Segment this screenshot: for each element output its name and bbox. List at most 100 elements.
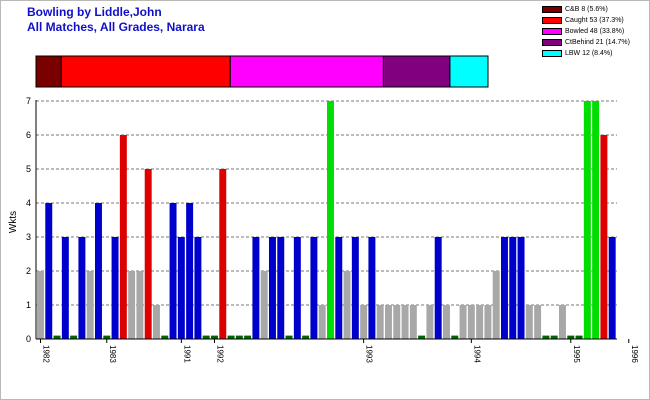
bar (211, 335, 218, 339)
breakdown-segment (60, 55, 231, 88)
bar (244, 335, 252, 339)
bar (592, 101, 600, 339)
bar (443, 305, 450, 339)
bar (484, 305, 492, 339)
axes (35, 100, 617, 340)
bar (37, 271, 44, 339)
bar (177, 237, 185, 339)
x-tick-label: 1992 (215, 345, 224, 363)
bar (111, 237, 119, 339)
bar (567, 335, 575, 339)
y-tick-label: 2 (26, 266, 31, 276)
bar (235, 335, 243, 339)
bar (194, 237, 202, 339)
bar (202, 335, 210, 339)
y-tick-label: 6 (26, 130, 31, 140)
bar (86, 271, 94, 339)
bar (476, 305, 484, 339)
legend-item-bowled: Bowled 48 (33.8%) (542, 26, 630, 36)
bar (103, 335, 111, 339)
bar (70, 335, 78, 339)
breakdown-segment (449, 55, 489, 88)
legend-item-caught: Caught 53 (37.3%) (542, 15, 630, 25)
bar (509, 237, 517, 339)
bar (517, 237, 525, 339)
legend-label-bowled: Bowled 48 (33.8%) (565, 27, 625, 35)
legend-label-caught: Caught 53 (37.3%) (565, 16, 624, 24)
y-tick-label: 0 (26, 334, 31, 344)
bar (451, 335, 459, 339)
bar (426, 305, 434, 339)
chart-subtitle: All Matches, All Grades, Narara (27, 20, 205, 34)
y-tick-label: 3 (26, 232, 31, 242)
bar (492, 271, 500, 339)
bar (318, 305, 326, 339)
legend: C&B 8 (5.6%) Caught 53 (37.3%) Bowled 48… (542, 4, 630, 59)
bar (467, 305, 475, 339)
bar (434, 237, 442, 339)
bar (376, 305, 384, 339)
bar (285, 335, 293, 339)
bar (327, 101, 334, 339)
y-tick-label: 7 (26, 96, 31, 106)
breakdown-segment (382, 55, 451, 88)
bar (368, 237, 376, 339)
bar (252, 237, 260, 339)
bar-series (37, 101, 616, 339)
bar (95, 203, 102, 339)
y-axis-label: Wkts (8, 211, 19, 233)
bar (269, 237, 276, 339)
bar (542, 335, 550, 339)
bar (45, 203, 53, 339)
legend-swatch-ctbehind (542, 38, 562, 46)
legend-swatch-caught (542, 16, 562, 24)
legend-swatch-cb (542, 5, 562, 13)
chart-title: Bowling by Liddle,John (27, 5, 162, 19)
bar (360, 305, 368, 339)
bar (119, 135, 127, 339)
bar (186, 203, 194, 339)
bar (583, 101, 591, 339)
bar (393, 305, 401, 339)
bar (559, 305, 566, 339)
dismissal-breakdown-bar (35, 55, 489, 88)
bar (575, 335, 583, 339)
bar (227, 335, 235, 339)
legend-item-cb: C&B 8 (5.6%) (542, 4, 630, 14)
y-tick-label: 1 (26, 300, 31, 310)
bar (169, 203, 177, 339)
bar (144, 169, 152, 339)
breakdown-segment (229, 55, 384, 88)
x-tick-label: 1983 (108, 345, 117, 363)
bar (277, 237, 285, 339)
bar (61, 237, 69, 339)
y-tick-label: 5 (26, 164, 31, 174)
x-tick-label: 1993 (365, 345, 374, 363)
x-tick-labels: 1982 1983 1991 1992 1993 1994 1995 1996 (39, 339, 639, 363)
x-tick-label: 1982 (41, 345, 50, 363)
y-tick-labels: 0 1 2 3 4 5 6 7 (26, 96, 31, 344)
bar (534, 305, 542, 339)
y-tick-label: 4 (26, 198, 31, 208)
legend-swatch-lbw (542, 49, 562, 57)
bar (600, 135, 608, 339)
legend-label-ctbehind: CtBehind 21 (14.7%) (565, 38, 630, 46)
bar (293, 237, 301, 339)
legend-swatch-bowled (542, 27, 562, 35)
legend-label-cb: C&B 8 (5.6%) (565, 5, 608, 13)
bar (78, 237, 86, 339)
bar (310, 237, 318, 339)
bar (219, 169, 227, 339)
bar (136, 271, 144, 339)
x-tick-label: 1996 (630, 345, 639, 363)
bar (128, 271, 136, 339)
bar (501, 237, 508, 339)
bar (550, 335, 558, 339)
bar (459, 305, 467, 339)
bar (385, 305, 392, 339)
bar (335, 237, 343, 339)
breakdown-segment (35, 55, 62, 88)
bar (608, 237, 616, 339)
legend-item-ctbehind: CtBehind 21 (14.7%) (542, 37, 630, 47)
